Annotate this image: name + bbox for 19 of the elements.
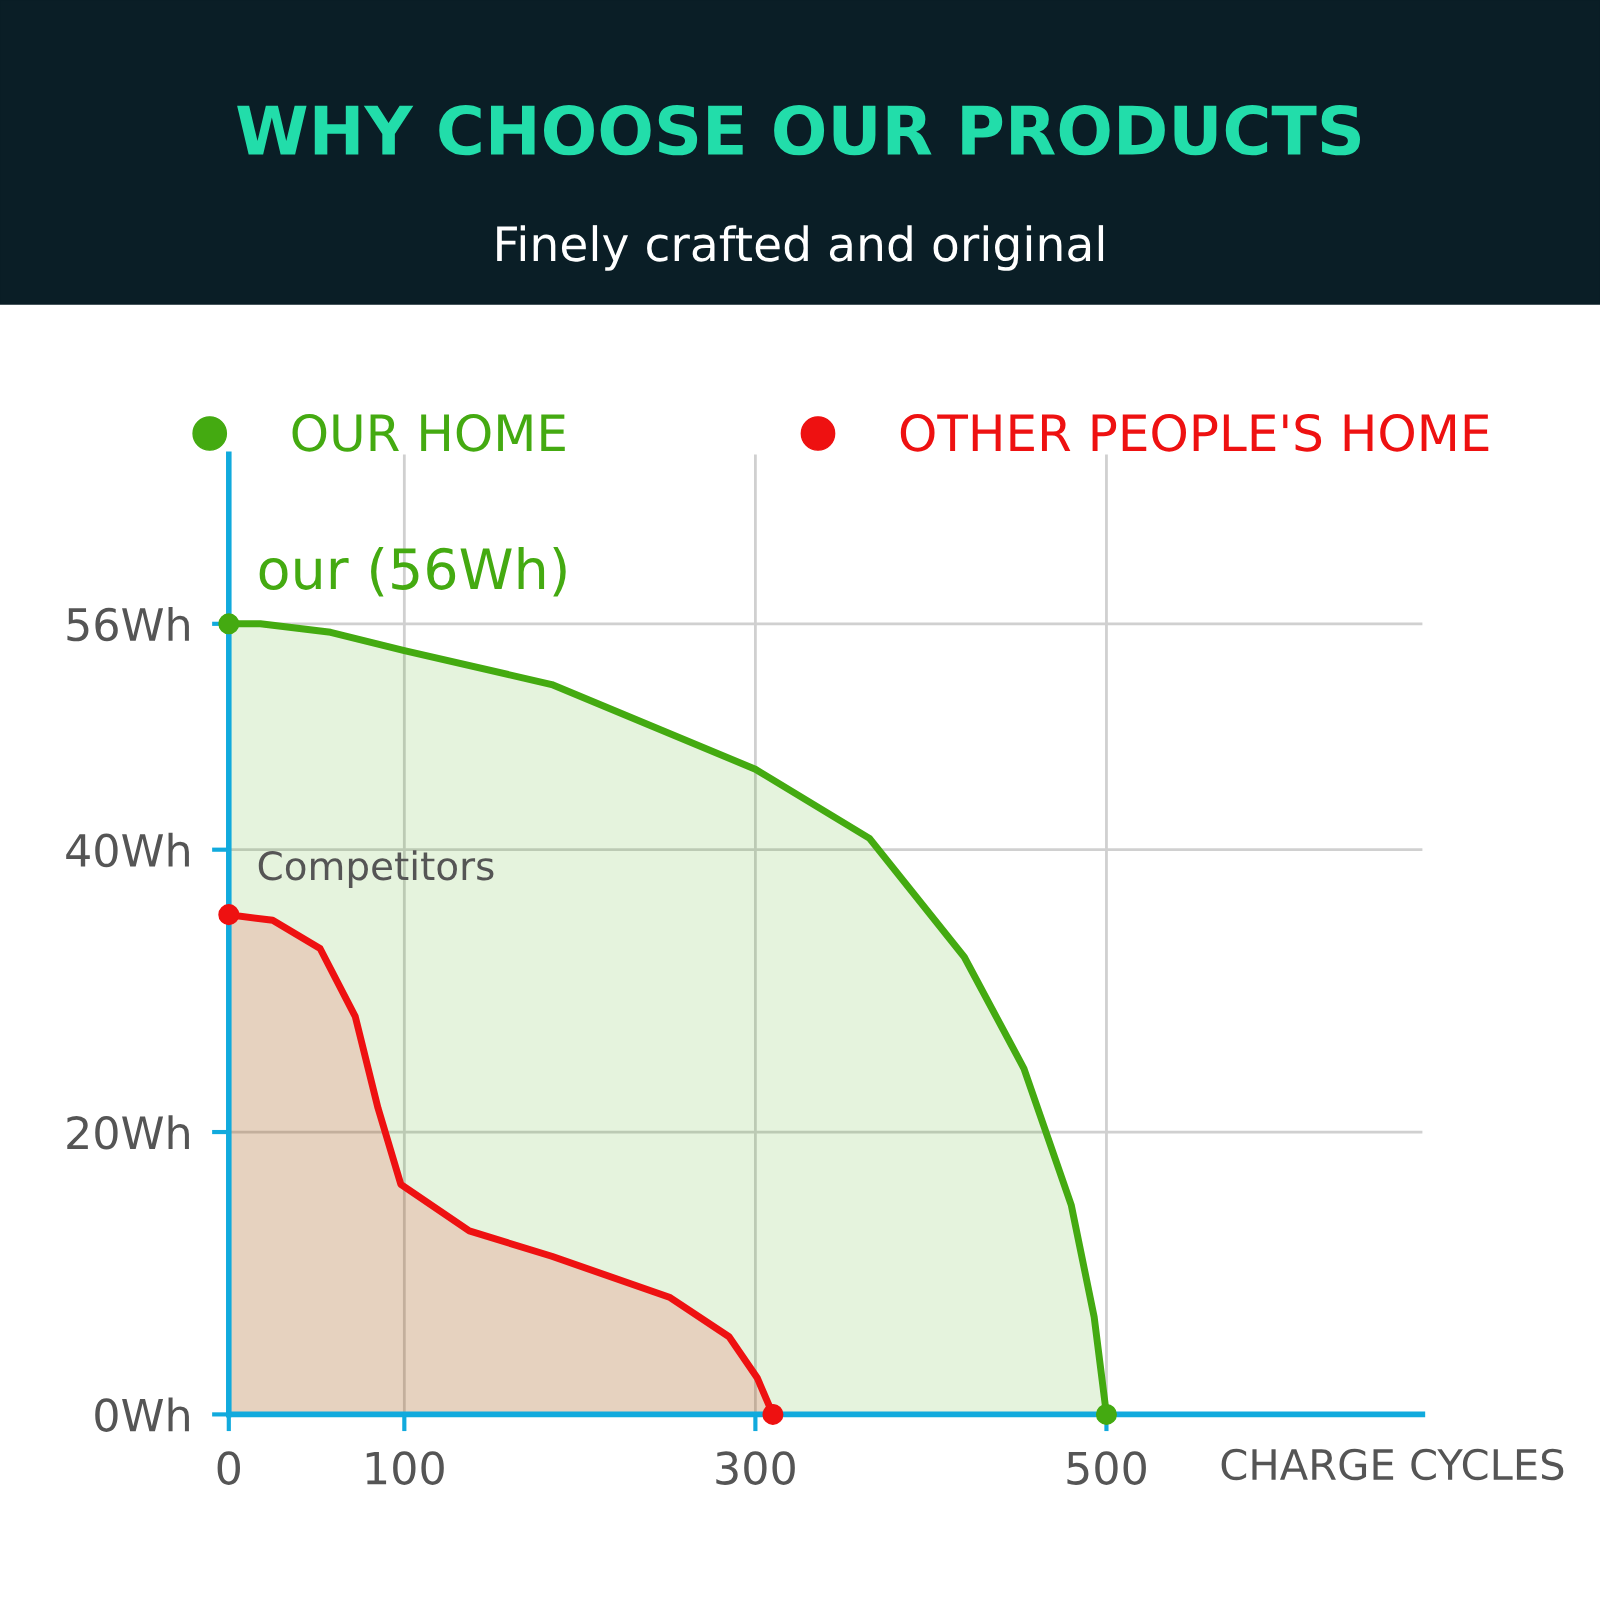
y-tick-label: 40Wh <box>66 832 189 868</box>
legend-label: OUR HOME <box>292 413 565 452</box>
annotation: Competitors <box>258 850 494 888</box>
x-tick-label: 100 <box>366 1451 444 1485</box>
x-tick-label: 500 <box>1067 1451 1146 1485</box>
y-tick-label: 0Wh <box>95 1397 189 1432</box>
y-tick-label: 20Wh <box>67 1115 189 1150</box>
chart-title: WHY CHOOSE OUR PRODUCTS <box>237 104 1360 156</box>
chart-subtitle: Finely crafted and original <box>497 225 1104 271</box>
y-tick-label: 56Wh <box>67 606 189 642</box>
point <box>762 1403 784 1425</box>
point <box>218 613 240 635</box>
legend-label: OTHER PEOPLE'S HOME <box>900 413 1489 452</box>
x-axis-title: CHARGE CYCLES <box>1221 1448 1564 1481</box>
point <box>1095 1403 1117 1425</box>
x-tick-label: 300 <box>716 1451 795 1485</box>
point <box>218 904 240 926</box>
x-tick-label: 0 <box>217 1451 240 1485</box>
annotation: our (56Wh) <box>259 546 566 597</box>
